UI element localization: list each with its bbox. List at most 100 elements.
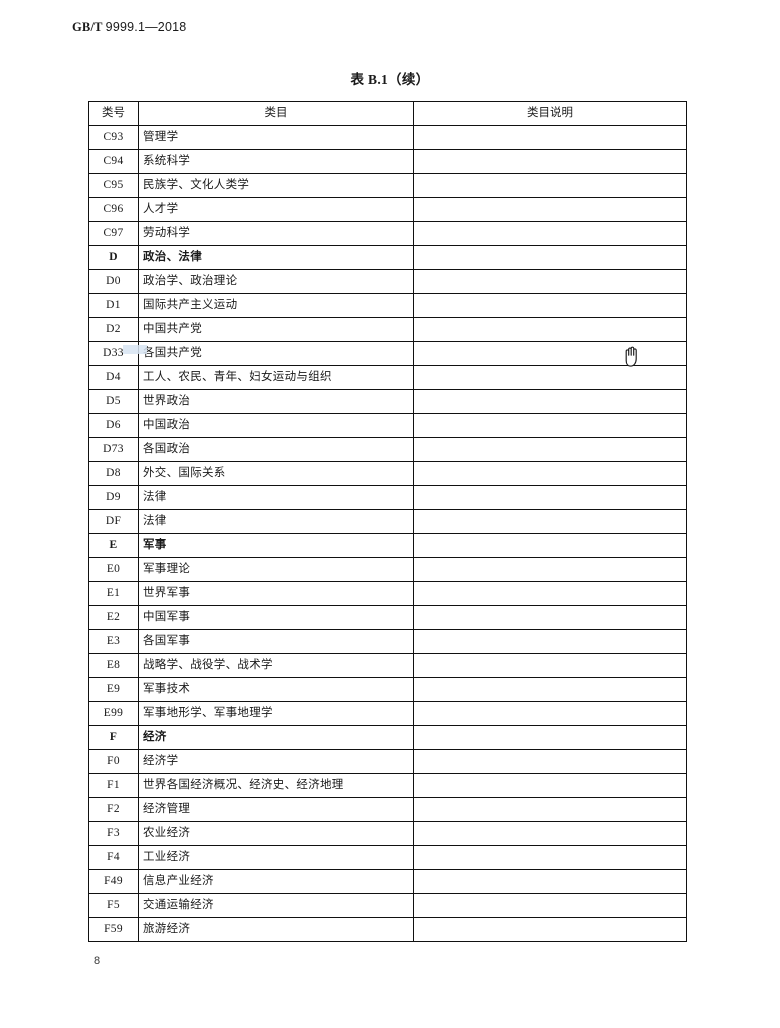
cell-class-name: 国际共产主义运动	[138, 293, 414, 318]
cell-class-code: C94	[88, 149, 139, 174]
catalog-table-body: C93 管理学 C94 系统科学 C95 民族学、文化人类学 C96 人才学 C97 劳动科学 D 政…	[88, 125, 687, 942]
cell-class-description	[413, 221, 687, 246]
cell-class-description	[413, 869, 687, 894]
cell-class-code: E8	[88, 653, 139, 678]
table-row[interactable]: F4 工业经济	[88, 845, 687, 870]
cell-class-description	[413, 365, 687, 390]
cell-class-description	[413, 125, 687, 150]
column-header-desc: 类目说明	[413, 101, 687, 126]
cell-class-name: 民族学、文化人类学	[138, 173, 414, 198]
cell-class-name: 军事理论	[138, 557, 414, 582]
cell-class-description	[413, 293, 687, 318]
cell-class-code: C93	[88, 125, 139, 150]
cell-class-name: 系统科学	[138, 149, 414, 174]
table-row[interactable]: F 经济	[88, 725, 687, 750]
table-row[interactable]: E1 世界军事	[88, 581, 687, 606]
table-row[interactable]: E99 军事地形学、军事地理学	[88, 701, 687, 726]
cell-class-code: E	[88, 533, 139, 558]
table-caption: 表 B.1（续）	[350, 72, 430, 87]
cell-class-code: C97	[88, 221, 139, 246]
cell-class-name: 法律	[138, 485, 414, 510]
cell-class-name: 交通运输经济	[138, 893, 414, 918]
cell-class-code: D	[88, 245, 139, 270]
cell-class-code: D6	[88, 413, 139, 438]
cell-class-name: 经济管理	[138, 797, 414, 822]
cell-class-description	[413, 509, 687, 534]
running-header: GB/T 9999.1—2018	[72, 20, 186, 35]
table-row[interactable]: F59 旅游经济	[88, 917, 687, 942]
cell-class-code: F3	[88, 821, 139, 846]
table-row[interactable]: D4 工人、农民、青年、妇女运动与组织	[88, 365, 687, 390]
cell-class-description	[413, 821, 687, 846]
cell-class-name: 各国军事	[138, 629, 414, 654]
cell-class-name: 世界政治	[138, 389, 414, 414]
cell-class-code: F5	[88, 893, 139, 918]
cell-class-name: 战略学、战役学、战术学	[138, 653, 414, 678]
table-row[interactable]: E8 战略学、战役学、战术学	[88, 653, 687, 678]
table-row[interactable]: D1 国际共产主义运动	[88, 293, 687, 318]
table-row[interactable]: D8 外交、国际关系	[88, 461, 687, 486]
table-row[interactable]: DF 法律	[88, 509, 687, 534]
cell-class-description	[413, 701, 687, 726]
table-row[interactable]: C94 系统科学	[88, 149, 687, 174]
table-row[interactable]: F3 农业经济	[88, 821, 687, 846]
cell-class-code: D1	[88, 293, 139, 318]
table-row[interactable]: D2 中国共产党	[88, 317, 687, 342]
table-row[interactable]: D6 中国政治	[88, 413, 687, 438]
table-row[interactable]: E3 各国军事	[88, 629, 687, 654]
cell-class-description	[413, 461, 687, 486]
cell-class-code: F59	[88, 917, 139, 942]
cell-class-name: 工业经济	[138, 845, 414, 870]
table-row[interactable]: C93 管理学	[88, 125, 687, 150]
cell-class-code: F2	[88, 797, 139, 822]
cell-class-description	[413, 317, 687, 342]
cell-class-name: 中国军事	[138, 605, 414, 630]
table-row[interactable]: D5 世界政治	[88, 389, 687, 414]
table-row[interactable]: E 军事	[88, 533, 687, 558]
table-row[interactable]: D9 法律	[88, 485, 687, 510]
table-row[interactable]: F1 世界各国经济概况、经济史、经济地理	[88, 773, 687, 798]
cell-class-name: 中国共产党	[138, 317, 414, 342]
cell-class-description	[413, 557, 687, 582]
table-row[interactable]: E2 中国军事	[88, 605, 687, 630]
column-header-code: 类号	[88, 101, 139, 126]
cell-class-description	[413, 725, 687, 750]
cell-class-name: 人才学	[138, 197, 414, 222]
cell-class-description	[413, 653, 687, 678]
cell-class-description	[413, 413, 687, 438]
cell-class-code: DF	[88, 509, 139, 534]
cell-class-code: D2	[88, 317, 139, 342]
standard-prefix: GB/T	[72, 20, 103, 34]
cell-class-code: F1	[88, 773, 139, 798]
table-row[interactable]: F5 交通运输经济	[88, 893, 687, 918]
table-row[interactable]: C96 人才学	[88, 197, 687, 222]
cell-class-name: 政治、法律	[138, 245, 414, 270]
catalog-table: 类号 类目 类目说明 C93 管理学 C94 系统科学 C95 民族学、文化人类学 C96 人…	[88, 101, 687, 942]
cell-class-code: D5	[88, 389, 139, 414]
cell-class-description	[413, 581, 687, 606]
table-row[interactable]: D33 各国共产党	[88, 341, 687, 366]
table-row[interactable]: C95 民族学、文化人类学	[88, 173, 687, 198]
cell-class-code: D4	[88, 365, 139, 390]
cell-class-name: 各国政治	[138, 437, 414, 462]
cell-class-name: 各国共产党	[138, 341, 414, 366]
table-row[interactable]: F49 信息产业经济	[88, 869, 687, 894]
standard-number: 9999.1—2018	[105, 20, 187, 34]
table-row[interactable]: F2 经济管理	[88, 797, 687, 822]
cell-class-code: F	[88, 725, 139, 750]
cell-class-description	[413, 533, 687, 558]
table-row[interactable]: D 政治、法律	[88, 245, 687, 270]
table-row[interactable]: F0 经济学	[88, 749, 687, 774]
table-row[interactable]: D0 政治学、政治理论	[88, 269, 687, 294]
cell-class-description	[413, 629, 687, 654]
cell-class-description	[413, 173, 687, 198]
table-row[interactable]: C97 劳动科学	[88, 221, 687, 246]
table-row[interactable]: E0 军事理论	[88, 557, 687, 582]
cell-class-name: 政治学、政治理论	[138, 269, 414, 294]
table-row[interactable]: E9 军事技术	[88, 677, 687, 702]
cell-class-code: F0	[88, 749, 139, 774]
cell-class-code: E0	[88, 557, 139, 582]
table-row[interactable]: D73 各国政治	[88, 437, 687, 462]
cell-class-description	[413, 149, 687, 174]
cell-class-code: E1	[88, 581, 139, 606]
